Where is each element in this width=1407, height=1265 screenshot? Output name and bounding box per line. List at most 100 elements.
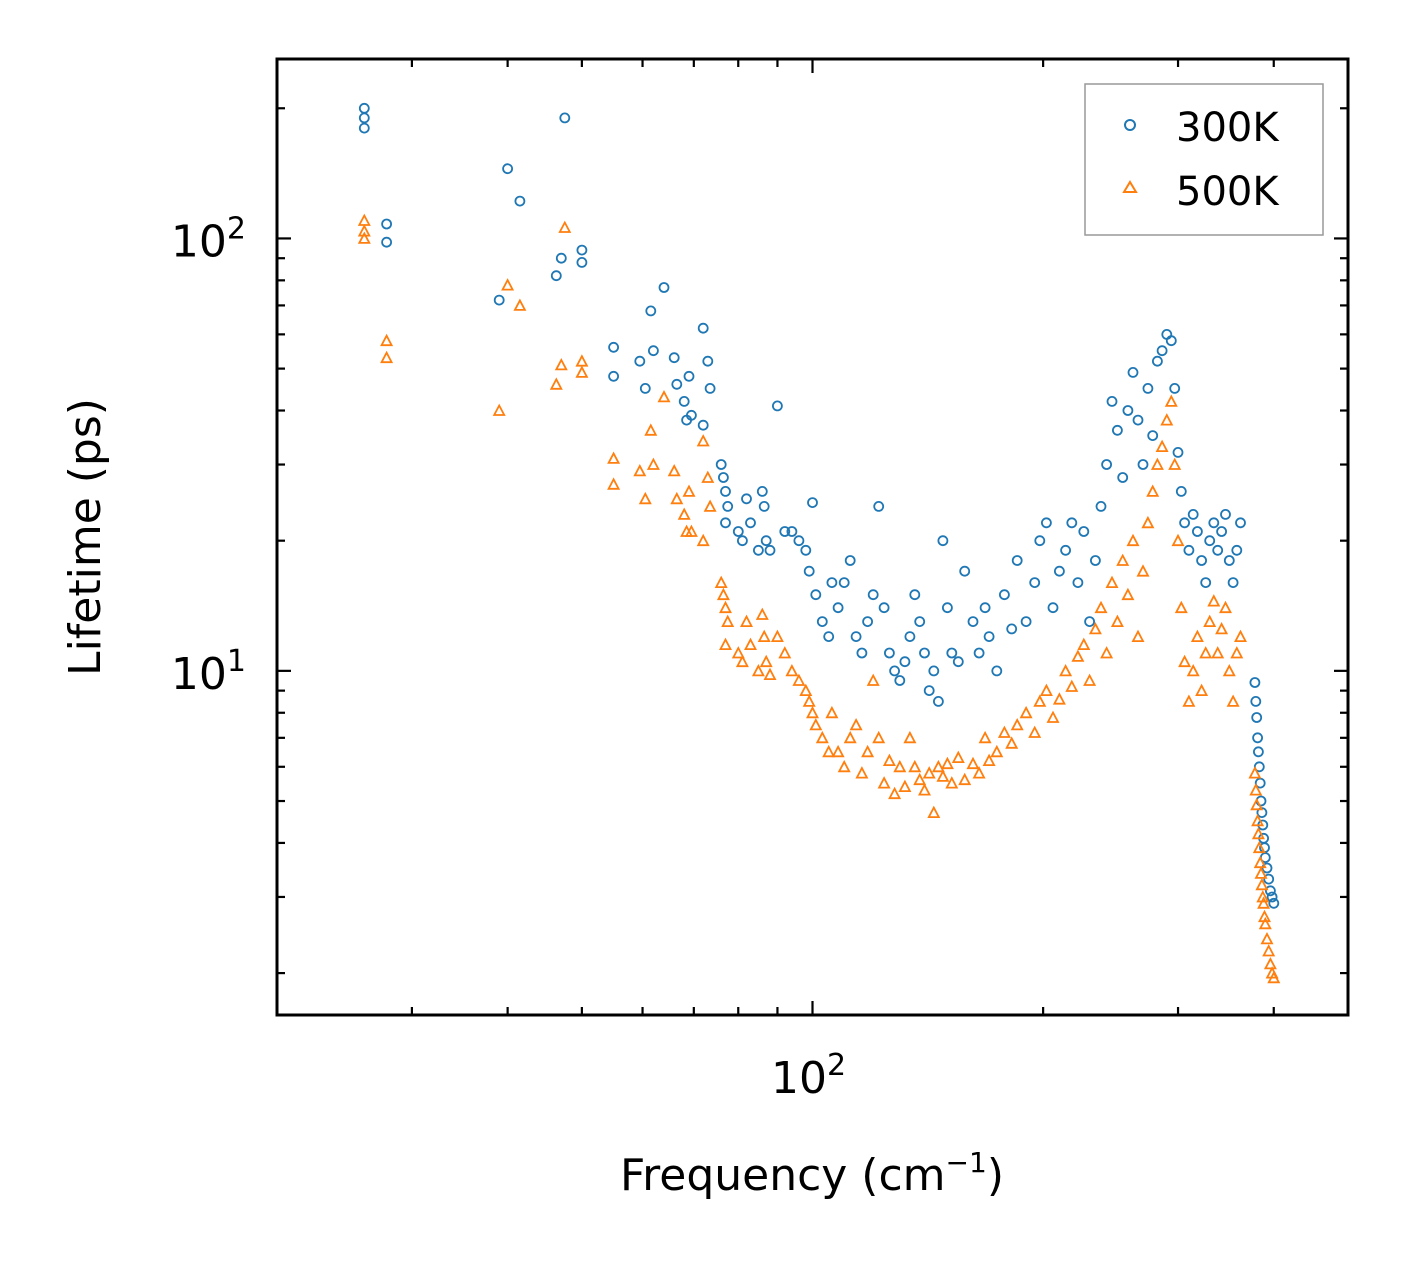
y-axis-label: Lifetime (ps) [60,398,111,676]
point-300k-28 [702,355,714,367]
point-500k-65 [888,786,902,800]
point-500k-120 [1186,663,1200,677]
point-500k-103 [1110,614,1124,627]
point-500k-32 [719,600,732,614]
point-500k-150 [1267,970,1281,984]
point-500k-29 [703,499,717,512]
point-300k-68 [904,631,916,642]
point-300k-51 [810,589,822,601]
point-500k-61 [866,673,880,686]
point-500k-138 [1252,840,1266,854]
point-300k-129 [1223,555,1235,566]
point-300k-118 [1179,517,1190,529]
point-300k-130 [1227,577,1239,588]
point-500k-133 [1248,766,1262,779]
point-300k-42 [760,535,772,547]
point-300k-97 [1078,526,1090,537]
point-500k-42 [759,654,773,668]
point-500k-92 [1046,710,1060,723]
point-300k-72 [923,685,935,696]
legend-marker-300k [1124,119,1136,131]
point-500k-80 [966,756,980,770]
point-500k-63 [877,776,891,789]
point-300k-108 [1137,459,1149,470]
point-300k-43 [764,544,776,556]
point-300k-70 [914,616,926,627]
point-300k-112 [1156,345,1168,357]
x-tick-label-100: 102 [771,1048,846,1104]
point-500k-112 [1155,439,1169,453]
point-300k-29 [704,382,716,394]
point-300k-69 [909,589,921,601]
point-500k-27 [696,533,710,547]
point-300k-82 [979,602,991,614]
point-500k-82 [978,730,992,744]
point-500k-19 [657,389,671,403]
point-500k-20 [667,463,681,477]
point-500k-71 [918,783,931,796]
point-500k-35 [731,646,745,659]
point-500k-17 [644,423,658,436]
point-500k-24 [682,484,696,497]
point-500k-125 [1207,594,1221,607]
point-300k-15 [634,355,646,367]
point-500k-95 [1065,679,1079,692]
point-300k-12 [576,256,588,268]
point-500k-67 [898,779,912,792]
point-300k-77 [946,647,958,659]
point-500k-105 [1121,587,1135,601]
point-500k-5 [501,278,515,291]
point-500k-99 [1088,621,1102,635]
point-300k-84 [991,665,1003,677]
point-500k-68 [903,730,917,744]
point-300k-19 [658,282,670,293]
point-500k-98 [1083,673,1097,686]
point-300k-147 [1263,873,1275,885]
point-500k-119 [1182,694,1196,707]
point-500k-146 [1260,931,1274,945]
point-500k-8 [558,220,572,233]
point-500k-85 [997,725,1011,738]
point-500k-91 [1039,683,1053,696]
point-500k-135 [1250,797,1264,811]
point-300k-44 [772,400,783,412]
point-500k-76 [940,756,954,770]
point-500k-70 [913,772,927,786]
point-500k-12 [575,365,589,378]
point-300k-6 [493,294,505,306]
point-500k-77 [945,776,959,789]
point-300k-107 [1132,414,1144,426]
point-300k-32 [720,485,731,497]
point-300k-149 [1266,891,1278,903]
point-500k-64 [882,753,896,766]
point-500k-44 [770,629,784,642]
point-300k-24 [683,370,695,382]
legend-label-300k: 300K [1176,105,1280,151]
point-500k-55 [831,744,845,758]
point-300k-9 [555,252,567,264]
point-500k-139 [1253,855,1267,869]
point-500k-122 [1195,683,1209,696]
point-500k-86 [1005,736,1019,749]
point-300k-4 [381,236,393,248]
point-300k-49 [803,565,815,577]
point-300k-37 [741,493,752,505]
point-500k-22 [677,507,691,520]
point-500k-90 [1033,694,1047,707]
point-500k-36 [735,654,749,668]
point-500k-7 [513,298,527,311]
point-500k-96 [1071,649,1085,662]
point-300k-34 [720,517,731,529]
point-500k-132 [1234,629,1247,642]
point-500k-26 [696,434,710,447]
point-500k-72 [922,766,936,779]
legend-marker-500k [1122,180,1138,193]
point-300k-95 [1066,517,1078,529]
point-300k-98 [1084,616,1095,627]
point-300k-124 [1204,535,1216,547]
point-300k-54 [826,577,838,588]
point-500k-1 [357,224,371,237]
point-500k-56 [837,759,851,773]
point-300k-59 [856,647,868,659]
point-500k-48 [799,683,813,696]
